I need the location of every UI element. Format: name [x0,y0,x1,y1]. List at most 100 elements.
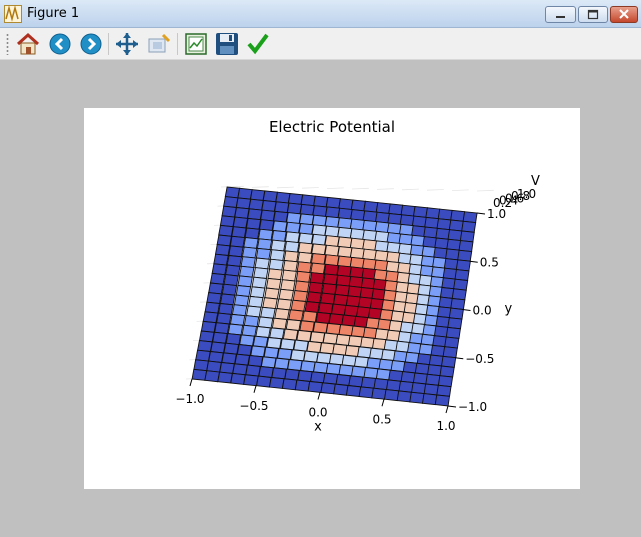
surface-patch [287,359,303,371]
surface-patch [302,310,318,323]
surface-patch [209,272,226,285]
surface-patch [328,313,344,326]
surface-patch [439,365,455,378]
pane-gridline [276,186,294,189]
surface-patch [276,298,292,311]
surface-patch [303,350,319,363]
home-button[interactable] [15,31,41,57]
surface-patch [319,292,336,305]
x-tick-label: 1.0 [436,419,455,433]
surface-patch [335,374,352,386]
surface-patch [335,274,352,287]
surface-patch [195,349,211,362]
surface-patch [236,344,253,356]
surface-patch [425,207,441,220]
subplots-button[interactable] [183,31,209,57]
save-icon [216,33,238,55]
surface-patch [306,340,322,353]
toolbar-grip [6,33,9,55]
surface-patch [461,220,477,233]
pane-gridline [476,189,494,192]
zoom-button[interactable] [146,31,172,57]
surface-patch [300,194,316,207]
surface-patch [306,291,322,304]
surface-patch [313,361,329,374]
surface-patch [335,333,351,346]
surface-patch [427,364,443,377]
surface-patch [256,238,273,251]
surface-patch [296,329,312,342]
surface-patch [223,196,239,208]
surface-patch [247,208,263,221]
surface-patch [310,371,326,384]
surface-patch [313,195,329,208]
x-tick-label: −1.0 [175,392,204,406]
close-button[interactable] [610,6,638,23]
surface-patch [459,230,475,243]
surface-patch [447,229,463,242]
minimize-button[interactable] [545,6,576,23]
surface-patch [228,245,244,258]
surface-patch [458,240,474,253]
surface-patch [287,193,304,205]
surface-plot[interactable]: −1.0 −0.5 0.0 0.5 1.0 x −1.0 −0.5 0.0 0.5 1.0 y 0.20… [84,108,580,489]
minimize-icon [556,16,565,18]
surface-patch [316,352,332,364]
surface-patch [239,334,255,347]
surface-patch [253,267,269,279]
surface-patch [319,342,335,355]
surface-patch [400,371,416,384]
surface-patch [213,253,229,266]
surface-patch [263,346,280,359]
forward-button[interactable] [78,31,104,57]
surface-patch [290,349,306,362]
surface-patch [292,290,309,302]
surface-patch [227,323,244,336]
maximize-button[interactable] [578,6,608,23]
surface-patch [363,367,379,379]
pan-button[interactable] [114,31,140,57]
surface-patch [248,198,264,211]
surface-patch [321,283,337,295]
surface-patch [219,293,236,306]
surface-patch [315,311,331,324]
surface-patch [251,276,268,289]
surface-patch [421,393,438,406]
surface-patch [454,269,470,281]
surface-patch [275,191,291,204]
y-tick-mark [476,212,486,215]
surface-patch [208,282,224,295]
surface-patch [309,331,326,344]
y-tick-mark [455,357,464,360]
surface-patch [197,340,213,352]
surface-patch [225,333,242,346]
surface-patch [212,331,228,344]
surface-patch [448,219,464,232]
x-tick-label: 0.0 [308,406,327,420]
surface-patch [241,246,258,259]
surface-patch [225,264,241,277]
window-titlebar: Figure 1 [0,0,641,28]
surface-patch [249,189,266,201]
pane-gridline [251,186,269,188]
surface-patch [230,372,246,385]
surface-patch [252,335,269,348]
pane-gridline [326,187,344,189]
surface-patch [448,307,464,320]
back-button[interactable] [47,31,73,57]
surface-patch [278,288,294,301]
zoom-icon [148,33,171,53]
home-icon [16,32,40,55]
x-tick-mark [253,385,257,393]
surface-patch [325,322,342,335]
surface-patch [271,367,287,380]
save-button[interactable] [214,31,240,57]
surface-patch [274,201,290,214]
x-tick-mark [445,405,449,414]
surface-patch [243,315,260,328]
y-tick-mark [447,405,457,408]
surface-patch [266,337,282,349]
pane-gridline [376,188,394,190]
edit-parameters-button[interactable] [245,31,271,57]
surface-patch [270,239,286,252]
